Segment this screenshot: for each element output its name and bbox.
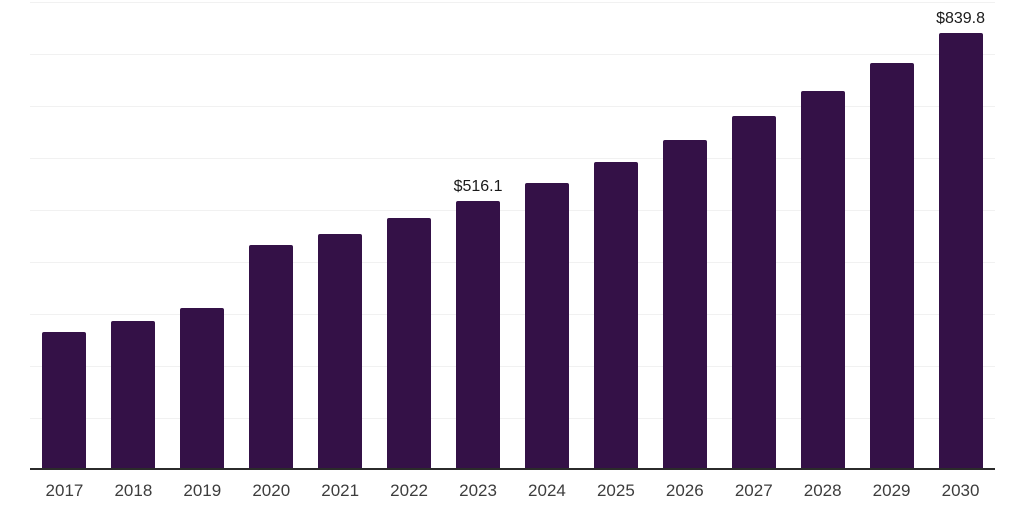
x-tick-2027: 2027 [734,481,773,500]
bar-2019 [180,307,225,470]
x-tick-2019: 2019 [183,481,222,500]
x-tick-2028: 2028 [803,481,842,500]
bar-2018 [111,321,156,470]
x-tick-2024: 2024 [528,481,566,500]
gridline-400 [30,261,995,263]
x-tick-2025: 2025 [596,481,635,500]
bar-2021 [318,234,363,470]
x-tick-2022: 2022 [390,481,428,500]
bar-2024 [524,182,569,470]
x-tick-2020: 2020 [252,481,291,500]
gridline-200 [30,365,995,367]
gridline-600 [30,157,995,159]
gridline-900 [30,1,995,3]
bar-2022 [387,217,432,470]
bar-2030 [938,32,983,470]
bar-2029 [869,62,914,470]
bar-2025 [593,162,638,470]
bar-2020 [249,245,294,470]
x-tick-2026: 2026 [665,481,704,500]
bar-2017 [42,331,87,470]
bar-2026 [662,140,707,470]
data-label-2023: $516.1 [453,178,503,196]
gridline-800 [30,53,995,55]
gridline-700 [30,105,995,107]
data-label-2030: $839.8 [936,9,985,27]
plot-area: $516.1 $839.8 [30,0,995,470]
bar-2027 [731,115,776,470]
x-axis-line [30,468,995,470]
x-tick-2023: 2023 [459,481,497,500]
gridline-300 [30,313,995,315]
x-tick-2018: 2018 [114,481,153,500]
x-tick-2021: 2021 [321,481,360,500]
bar-2023 [456,201,501,470]
x-tick-2029: 2029 [872,481,911,500]
bar-2028 [800,91,845,470]
gridline-500 [30,209,995,211]
x-tick-2017: 2017 [45,481,84,500]
gridline-100 [30,417,995,419]
x-tick-2030: 2030 [941,481,980,500]
